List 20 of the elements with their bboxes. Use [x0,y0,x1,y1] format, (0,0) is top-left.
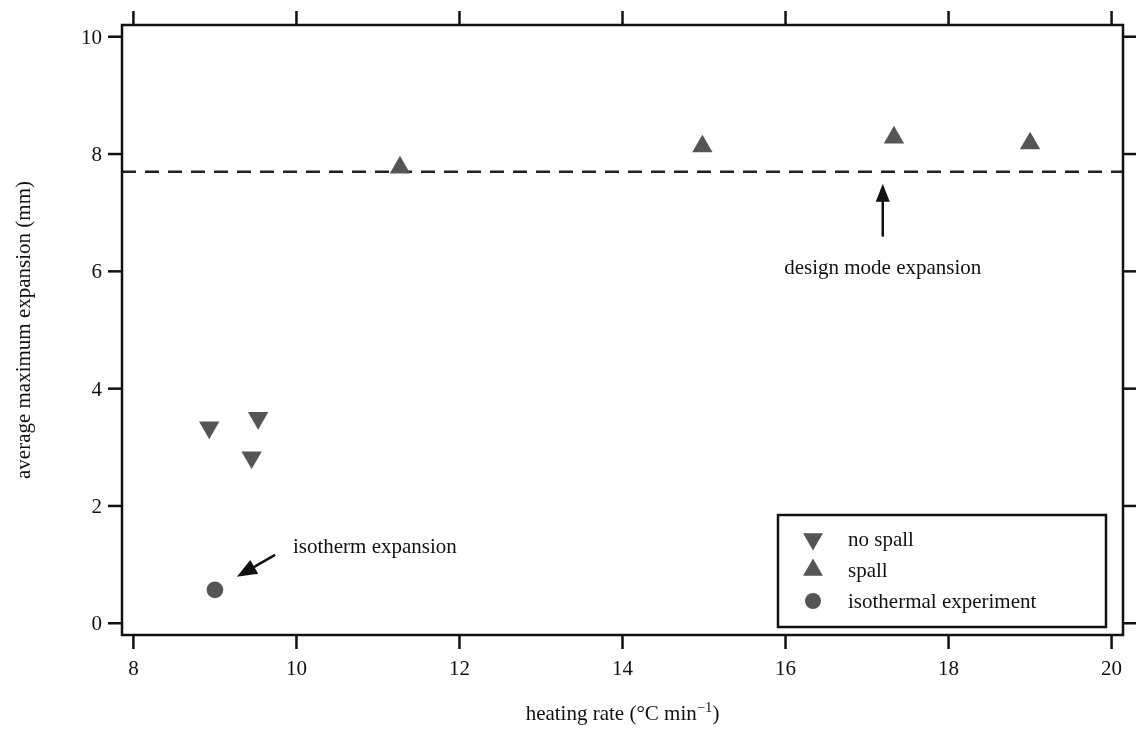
x-tick-label: 8 [128,656,139,680]
y-tick-label: 4 [91,376,103,401]
legend-label: no spall [848,527,915,551]
y-tick-label: 0 [91,611,102,636]
y-tick-label: 8 [91,142,102,167]
x-tick-label: 20 [1101,656,1123,680]
y-tick-label: 2 [91,493,102,518]
annotation: design mode expansion [784,254,982,279]
x-tick-label: 14 [612,656,634,680]
y-tick-label: 10 [81,24,102,49]
x-axis-title: heating rate (°C min$^{−1}$) [525,699,720,725]
legend-label: isothermal experiment [848,589,1037,613]
legend-label: spall [848,558,888,582]
x-tick-label: 10 [285,656,307,680]
y-axis-title: average maximum expansion (mm) [11,181,35,479]
x-tick-label: 18 [938,656,960,680]
x-tick-label: 16 [775,656,797,680]
x-tick-label: 12 [448,656,470,680]
y-tick-label: 6 [91,259,102,284]
annotation: isotherm expansion [292,533,458,558]
